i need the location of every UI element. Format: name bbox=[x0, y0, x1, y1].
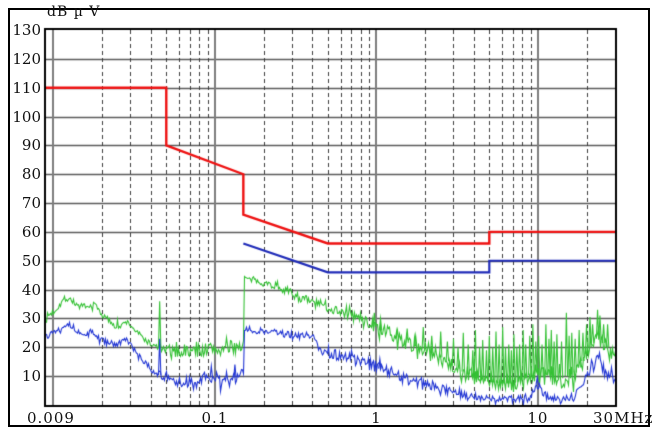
y-tick-label: 100 bbox=[12, 107, 41, 126]
y-tick-label: 10 bbox=[21, 367, 41, 386]
y-tick-label: 120 bbox=[12, 49, 41, 68]
y-tick-label: 110 bbox=[12, 78, 41, 97]
x-tick-label: 30MHz bbox=[593, 409, 654, 427]
x-tick-label: 10 bbox=[527, 409, 549, 427]
y-tick-label: 70 bbox=[21, 194, 41, 213]
y-tick-label: 20 bbox=[21, 338, 41, 357]
y-tick-label: 60 bbox=[21, 222, 41, 241]
y-tick-label: 30 bbox=[21, 309, 41, 328]
x-tick-label: 0.009 bbox=[27, 409, 75, 427]
y-tick-label: 130 bbox=[12, 21, 41, 39]
y-tick-label: 50 bbox=[21, 251, 41, 270]
y-tick-label: 40 bbox=[21, 280, 41, 299]
y-axis-unit-label: dB µ V bbox=[47, 4, 101, 20]
y-tick-label: 90 bbox=[21, 136, 41, 155]
x-tick-label: 0.1 bbox=[201, 409, 229, 427]
x-tick-label: 1 bbox=[371, 409, 382, 427]
y-tick-label: 80 bbox=[21, 165, 41, 184]
